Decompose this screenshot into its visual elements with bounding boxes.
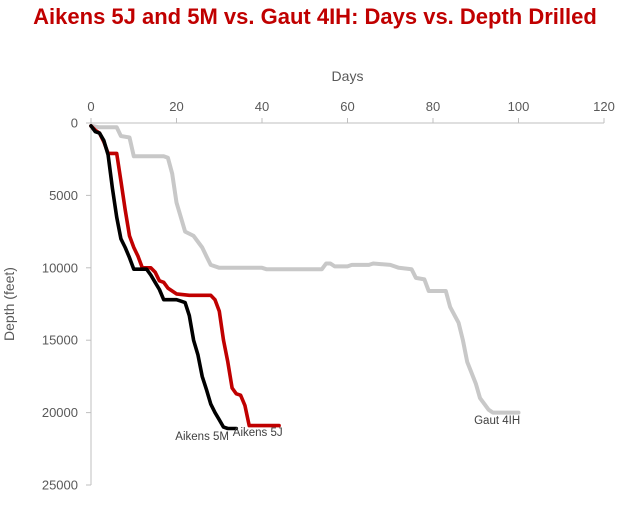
x-tick-label: 20 bbox=[169, 99, 183, 114]
y-tick-label: 10000 bbox=[42, 260, 78, 275]
series-label-aikens-5m: Aikens 5M bbox=[175, 431, 229, 443]
series-layer bbox=[89, 123, 521, 431]
y-axis-title: Depth (feet) bbox=[1, 267, 17, 341]
y-tick-label: 20000 bbox=[42, 405, 78, 420]
y-tick-label: 0 bbox=[71, 116, 78, 131]
series-label-aikens-5j: Aikens 5J bbox=[233, 427, 283, 439]
x-tick-label: 100 bbox=[508, 99, 530, 114]
labels-layer: Aikens 5M Aikens 5J Gaut 4IH bbox=[175, 415, 520, 443]
y-tick-label: 25000 bbox=[42, 478, 78, 493]
x-axis-title: Days bbox=[332, 68, 364, 84]
x-tick-label: 60 bbox=[340, 99, 354, 114]
series-line-aikens-5j bbox=[89, 124, 281, 428]
x-tick-label: 120 bbox=[593, 99, 615, 114]
series-line-gaut-4ih bbox=[89, 123, 521, 415]
axes: 0 20 40 60 80 100 120 0 5000 10000 15000 20000 25000 bbox=[42, 99, 615, 493]
x-tick-label: 0 bbox=[87, 99, 94, 114]
series-label-gaut-4ih: Gaut 4IH bbox=[474, 415, 520, 427]
y-tick-label: 5000 bbox=[49, 188, 78, 203]
series-line-aikens-5m bbox=[89, 124, 239, 431]
x-tick-label: 80 bbox=[426, 99, 440, 114]
chart-title: Aikens 5J and 5M vs. Gaut 4IH: Days vs. … bbox=[33, 4, 597, 29]
y-tick-label: 15000 bbox=[42, 333, 78, 348]
x-tick-label: 40 bbox=[255, 99, 269, 114]
